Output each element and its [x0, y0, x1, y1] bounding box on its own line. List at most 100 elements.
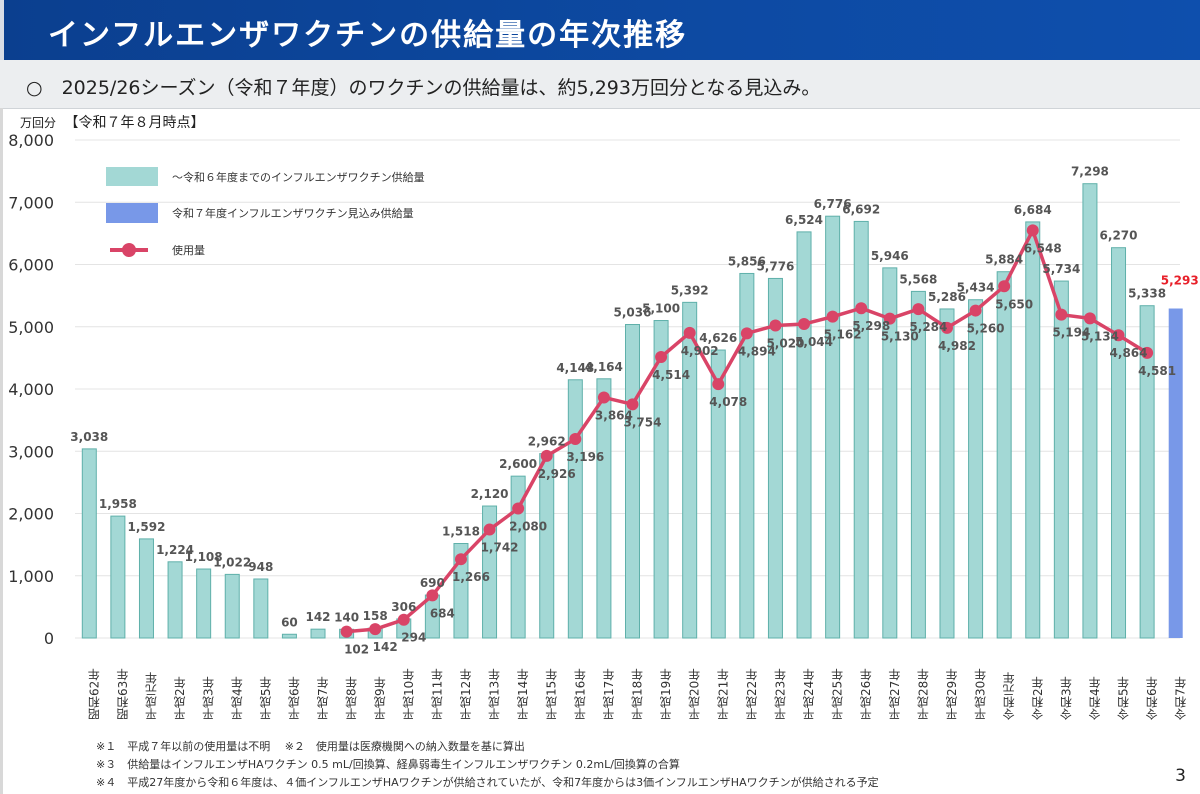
- supply-label: 5,946: [871, 249, 909, 263]
- supply-label: 3,038: [70, 430, 108, 444]
- usage-label: 684: [430, 606, 455, 620]
- forecast-label: 5,293: [1161, 274, 1199, 288]
- supply-label: 5,776: [756, 259, 794, 273]
- y-tick-label: 1,000: [8, 567, 54, 586]
- usage-point: [369, 623, 382, 636]
- usage-label: 4,982: [938, 339, 976, 353]
- x-tick-label: 昭和62年: [87, 669, 101, 720]
- usage-point: [940, 321, 953, 334]
- supply-label: 5,734: [1042, 262, 1080, 276]
- supply-label: 6,684: [1014, 203, 1052, 217]
- y-tick-label: 4,000: [8, 380, 54, 399]
- usage-label: 5,284: [909, 320, 947, 334]
- x-tick-label: 令和4年: [1088, 676, 1102, 721]
- supply-bar: [682, 301, 698, 639]
- y-tick-label: 5,000: [8, 318, 54, 337]
- supply-label: 4,626: [699, 331, 737, 345]
- usage-label: 5,162: [824, 328, 862, 342]
- usage-point: [569, 433, 582, 446]
- supply-label: 2,600: [499, 457, 537, 471]
- supply-bar: [81, 448, 97, 639]
- usage-label: 5,194: [1052, 326, 1090, 340]
- x-tick-label: 平成20年: [688, 669, 702, 720]
- as-of-text: 【令和７年８月時点】: [64, 115, 205, 131]
- supply-label: 142: [305, 610, 330, 624]
- supply-label: 5,434: [957, 281, 995, 295]
- usage-label: 1,266: [452, 570, 490, 584]
- summary-text: ○ 2025/26シーズン（令和７年度）のワクチンの供給量は、約5,293万回分…: [26, 77, 821, 99]
- supply-label: 2,120: [471, 487, 509, 501]
- x-tick-label: 平成22年: [745, 669, 759, 720]
- supply-label: 5,392: [671, 283, 709, 297]
- x-tick-label: 令和6年: [1145, 676, 1159, 721]
- x-tick-label: 平成2年: [173, 676, 187, 720]
- usage-label: 4,902: [681, 344, 719, 358]
- supply-label: 6,776: [814, 197, 852, 211]
- y-axis: 0 1,000 2,000 3,000 4,000 5,000 6,000 7,000 8,00…: [8, 131, 54, 648]
- supply-bar: [1139, 305, 1155, 639]
- supply-bar: [510, 475, 526, 639]
- supply-label: 5,100: [642, 302, 680, 316]
- x-tick-label: 令和元年: [1002, 672, 1016, 721]
- supply-label: 1,592: [127, 520, 165, 534]
- x-tick-label: 令和3年: [1059, 676, 1073, 721]
- supply-bar: [739, 272, 755, 639]
- supply-label: 5,338: [1128, 287, 1166, 301]
- supply-label: 306: [391, 600, 416, 614]
- usage-label: 4,581: [1138, 364, 1176, 378]
- x-tick-label: 平成8年: [345, 676, 359, 720]
- supply-label: 5,568: [899, 272, 937, 286]
- page-number: 3: [1175, 766, 1186, 786]
- x-tick-label: 平成26年: [859, 669, 873, 720]
- usage-point: [826, 310, 839, 323]
- usage-point: [1083, 312, 1096, 325]
- usage-label: 142: [373, 640, 398, 654]
- supply-bar: [196, 568, 212, 639]
- legend: ～令和６年度までのインフルエンザワクチン供給量令和７年度インフルエンザワクチン見…: [106, 167, 425, 257]
- supply-label: 5,884: [985, 253, 1023, 267]
- supply-bar: [482, 505, 498, 639]
- x-tick-label: 平成14年: [516, 669, 530, 720]
- supply-label: 6,270: [1100, 229, 1138, 243]
- usage-label: 2,926: [538, 467, 576, 481]
- usage-label: 6,548: [1024, 241, 1062, 255]
- usage-point: [655, 351, 668, 364]
- legend-label-usage: 使用量: [172, 244, 205, 257]
- y-tick-label: 6,000: [8, 256, 54, 275]
- supply-bar: [625, 324, 640, 639]
- supply-bar: [253, 578, 269, 639]
- supply-label: 1,022: [213, 555, 251, 569]
- title-bar: インフルエンザワクチンの供給量の年次推移: [0, 0, 1200, 60]
- supply-bar: [1053, 280, 1069, 639]
- supply-label: 5,856: [728, 254, 766, 268]
- usage-point: [855, 302, 868, 315]
- usage-label: 3,754: [624, 415, 662, 429]
- supply-bar: [910, 290, 926, 639]
- supply-bar: [796, 231, 812, 639]
- supply-label: 6,524: [785, 213, 823, 227]
- x-tick-label: 平成16年: [573, 669, 587, 720]
- usage-point: [712, 378, 725, 391]
- supply-label: 158: [363, 609, 388, 623]
- usage-label: 5,298: [852, 319, 890, 333]
- usage-point: [998, 280, 1011, 293]
- supply-bar: [596, 378, 612, 639]
- x-tick-label: 平成5年: [259, 676, 273, 720]
- x-tick-label: 平成7年: [316, 676, 330, 720]
- supply-label: 140: [334, 610, 359, 624]
- supply-bar: [825, 215, 841, 639]
- x-tick-label: 平成10年: [402, 669, 416, 720]
- supply-bar: [1111, 247, 1127, 639]
- supply-label: 4,164: [585, 360, 623, 374]
- x-tick-label: 平成4年: [230, 676, 244, 720]
- supply-bar: [996, 271, 1012, 639]
- x-tick-label: 平成18年: [631, 669, 645, 720]
- supply-label: 690: [420, 576, 445, 590]
- footnote-2: ※３ 供給量はインフルエンザHAワクチン 0.5 mL/回換算、経鼻弱毒生インフ…: [96, 758, 680, 771]
- usage-label: 102: [344, 643, 369, 657]
- supply-bar: [653, 320, 669, 639]
- supply-label: 2,962: [528, 435, 566, 449]
- legend-swatch-supply: [106, 167, 158, 186]
- usage-label: 2,080: [509, 520, 547, 534]
